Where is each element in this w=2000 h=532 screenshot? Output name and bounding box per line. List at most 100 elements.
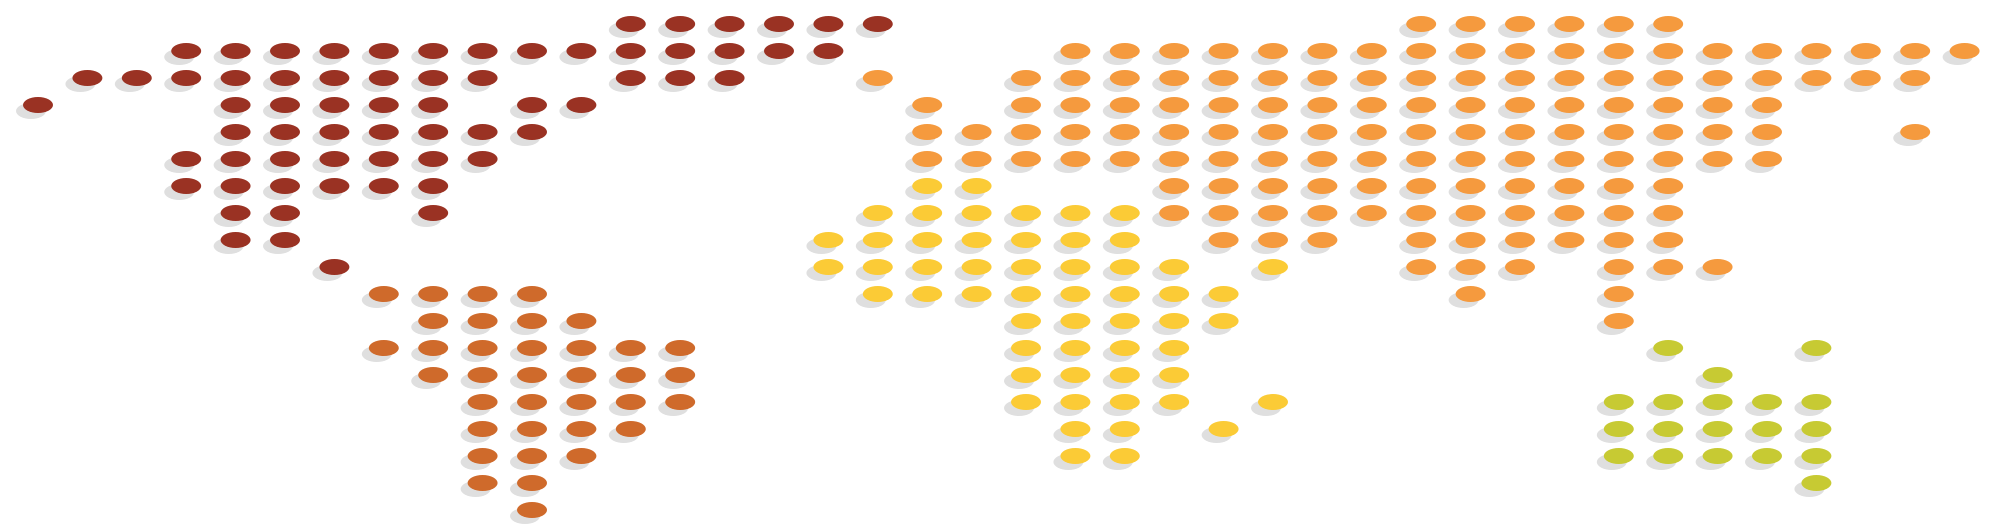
oceania-dot — [1653, 421, 1684, 437]
eurasia-dot — [1752, 43, 1782, 59]
north-america-dot — [270, 151, 300, 167]
eurasia-dot — [1850, 43, 1881, 59]
africa-dot — [813, 232, 844, 248]
africa-dot — [1208, 286, 1239, 302]
south-america-dot — [566, 313, 597, 329]
south-america-dot — [566, 421, 597, 437]
south-america-dot — [615, 394, 646, 410]
eurasia-dot — [1455, 259, 1486, 275]
eurasia-dot — [1109, 151, 1140, 167]
eurasia-dot — [1702, 124, 1733, 140]
africa-dot — [1011, 394, 1041, 410]
africa-dot — [912, 178, 943, 194]
africa-dot — [1060, 394, 1091, 410]
africa-dot — [961, 232, 992, 248]
africa-dot — [1159, 286, 1190, 302]
eurasia-dot — [1109, 124, 1140, 140]
eurasia-dot — [1356, 43, 1387, 59]
oceania-dot — [1801, 421, 1832, 437]
north-america-dot — [368, 124, 399, 140]
africa-dot — [1011, 286, 1041, 302]
eurasia-dot — [1455, 178, 1486, 194]
north-america-dot — [517, 97, 547, 113]
north-america-dot — [764, 43, 794, 59]
eurasia-dot — [1307, 232, 1338, 248]
north-america-dot — [220, 97, 251, 113]
oceania-dot — [1653, 448, 1684, 464]
north-america-dot — [319, 178, 350, 194]
africa-dot — [1109, 394, 1140, 410]
africa-dot — [1011, 340, 1041, 356]
eurasia-dot — [1653, 16, 1684, 32]
north-america-dot — [220, 43, 251, 59]
eurasia-dot — [1307, 97, 1338, 113]
north-america-dot — [368, 43, 399, 59]
eurasia-dot — [1603, 313, 1634, 329]
north-america-dot — [517, 124, 547, 140]
north-america-dot — [665, 70, 696, 86]
north-america-dot — [418, 178, 449, 194]
eurasia-dot — [1208, 70, 1239, 86]
north-america-dot — [220, 124, 251, 140]
oceania-dot — [1801, 448, 1832, 464]
eurasia-dot — [1455, 43, 1486, 59]
south-america-dot — [517, 340, 547, 356]
eurasia-dot — [1801, 70, 1832, 86]
eurasia-dot — [1258, 43, 1288, 59]
eurasia-dot — [1307, 124, 1338, 140]
south-america-dot — [467, 286, 498, 302]
eurasia-dot — [1258, 124, 1288, 140]
africa-dot — [862, 232, 893, 248]
north-america-dot — [813, 43, 844, 59]
south-america-dot — [467, 421, 498, 437]
eurasia-dot — [1554, 97, 1585, 113]
eurasia-dot — [1702, 259, 1733, 275]
oceania-dot — [1801, 475, 1832, 491]
north-america-dot — [270, 43, 300, 59]
eurasia-dot — [1258, 151, 1288, 167]
eurasia-dot — [912, 151, 943, 167]
eurasia-dot — [1307, 70, 1338, 86]
africa-dot — [1011, 205, 1041, 221]
africa-dot — [912, 259, 943, 275]
africa-dot — [862, 205, 893, 221]
south-america-dot — [517, 313, 547, 329]
south-america-dot — [566, 448, 597, 464]
north-america-dot — [270, 70, 300, 86]
eurasia-dot — [1060, 97, 1091, 113]
eurasia-dot — [1554, 43, 1585, 59]
eurasia-dot — [1752, 124, 1782, 140]
south-america-dot — [467, 448, 498, 464]
africa-dot — [1060, 286, 1091, 302]
africa-dot — [1060, 448, 1091, 464]
north-america-dot — [714, 43, 745, 59]
eurasia-dot — [1307, 43, 1338, 59]
africa-dot — [1109, 286, 1140, 302]
eurasia-dot — [1159, 43, 1190, 59]
south-america-dot — [566, 367, 597, 383]
eurasia-dot — [1603, 97, 1634, 113]
eurasia-dot — [1554, 16, 1585, 32]
eurasia-dot — [1801, 43, 1832, 59]
eurasia-dot — [1455, 97, 1486, 113]
north-america-dot — [467, 151, 498, 167]
eurasia-dot — [1406, 124, 1437, 140]
africa-dot — [912, 205, 943, 221]
oceania-dot — [1603, 448, 1634, 464]
eurasia-dot — [1554, 70, 1585, 86]
north-america-dot — [665, 16, 696, 32]
eurasia-dot — [1603, 232, 1634, 248]
oceania-dot — [1801, 394, 1832, 410]
eurasia-dot — [1702, 43, 1733, 59]
south-america-dot — [615, 421, 646, 437]
africa-dot — [862, 286, 893, 302]
south-america-dot — [665, 394, 696, 410]
eurasia-dot — [1208, 178, 1239, 194]
eurasia-dot — [1159, 97, 1190, 113]
africa-dot — [1159, 394, 1190, 410]
africa-dot — [1159, 313, 1190, 329]
eurasia-dot — [1455, 70, 1486, 86]
south-america-dot — [418, 367, 449, 383]
north-america-dot — [171, 70, 202, 86]
eurasia-dot — [1653, 97, 1684, 113]
